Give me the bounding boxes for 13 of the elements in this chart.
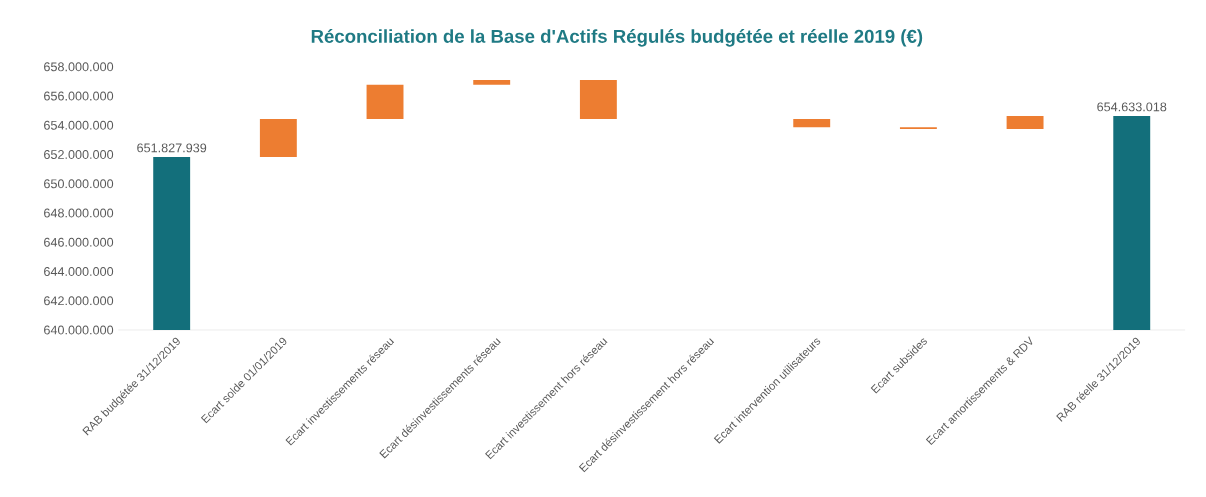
y-tick-label: 642.000.000 xyxy=(44,296,114,305)
chart-title: Réconciliation de la Base d'Actifs Régulés budgétée et réelle 2019 (€) xyxy=(311,28,923,47)
y-tick-label: 650.000.000 xyxy=(44,179,114,188)
data-label: 654.633.018 xyxy=(1097,102,1167,112)
y-tick-label: 656.000.000 xyxy=(44,91,114,101)
y-tick-label: 648.000.000 xyxy=(44,208,114,218)
y-tick-label: 644.000.000 xyxy=(44,266,114,276)
data-label: 651.827.939 xyxy=(137,143,207,153)
y-tick-label: 646.000.000 xyxy=(44,237,114,247)
y-tick-label: 658.000.000 xyxy=(44,62,114,72)
y-tick-label: 652.000.000 xyxy=(44,149,114,159)
y-tick-label: 654.000.000 xyxy=(44,120,114,130)
y-tick-label: 640.000.000 xyxy=(44,325,114,335)
